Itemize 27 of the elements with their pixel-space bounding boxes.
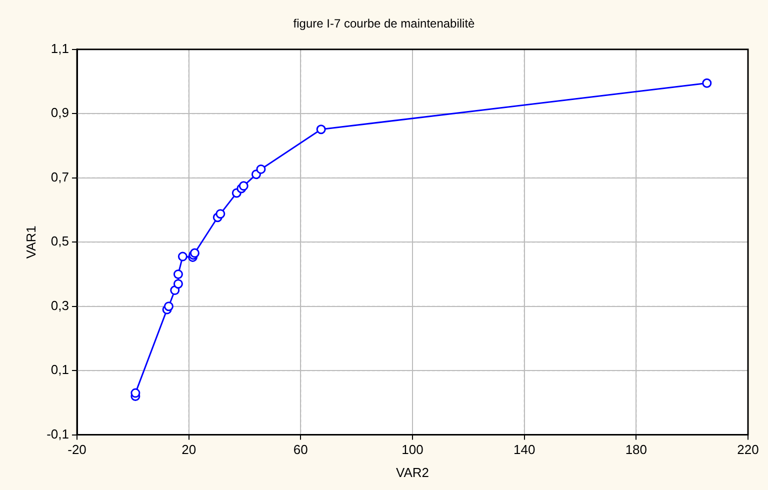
point xyxy=(256,164,266,174)
y-tick-label: 0,5 xyxy=(50,234,69,249)
x-tick-label: 140 xyxy=(513,442,536,458)
point xyxy=(173,279,183,289)
y-tick-label: 0,9 xyxy=(50,105,69,120)
chart-title: figure I-7 courbe de maintenabilitè xyxy=(293,16,476,31)
x-tick-label: 60 xyxy=(293,442,308,458)
x-axis-title: VAR2 xyxy=(396,464,429,480)
point xyxy=(216,209,226,219)
point xyxy=(164,302,174,312)
point xyxy=(316,124,326,134)
point xyxy=(238,181,248,191)
point xyxy=(173,269,183,279)
point xyxy=(702,78,712,88)
x-tick-label: 180 xyxy=(625,442,648,458)
point xyxy=(178,252,188,262)
x-tick-label: -20 xyxy=(68,442,86,458)
point xyxy=(130,388,140,398)
y-tick-label: 0,1 xyxy=(50,362,69,378)
y-tick-label: 0,3 xyxy=(50,298,69,313)
x-tick-label: 20 xyxy=(182,442,196,458)
y-axis-title: VAR1 xyxy=(23,226,38,259)
y-tick-label: -0,1 xyxy=(46,426,69,442)
x-tick-label: 100 xyxy=(402,442,424,458)
y-tick-label: 1,1 xyxy=(50,40,69,56)
y-tick-label: 0,7 xyxy=(50,169,69,184)
x-tick-label: 220 xyxy=(737,442,759,458)
